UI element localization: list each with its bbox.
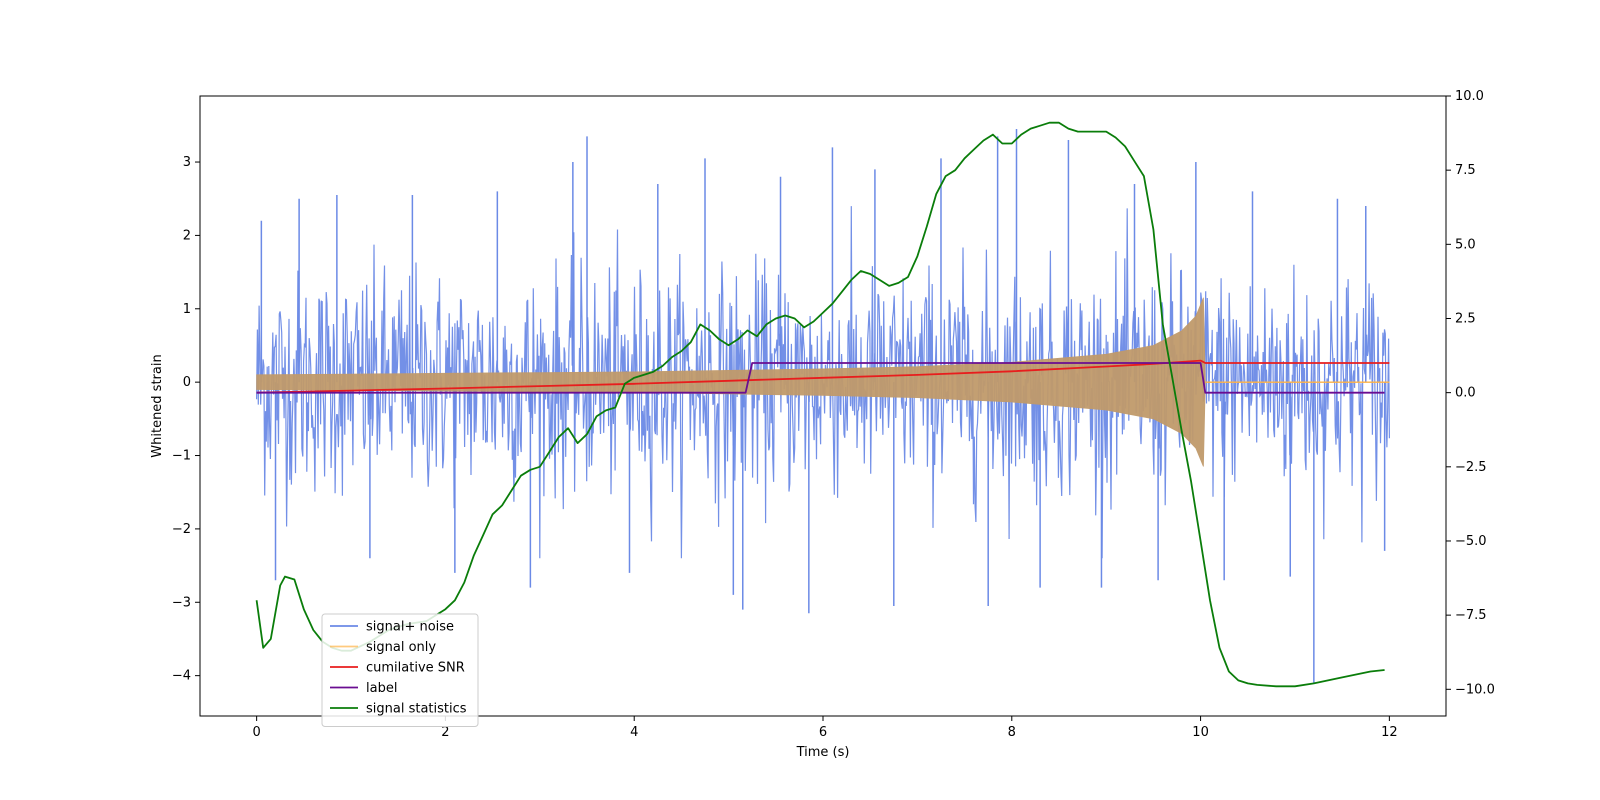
y2-tick-label: −5.0 [1455, 534, 1487, 549]
y2-tick-label: 7.5 [1455, 163, 1476, 178]
legend-label: signal+ noise [366, 620, 454, 635]
y2-tick-label: 0.0 [1455, 386, 1476, 401]
y-tick-label: −3 [172, 595, 191, 610]
y2-tick-label: −2.5 [1455, 460, 1487, 475]
y2-tick-label: −7.5 [1455, 608, 1487, 623]
legend-label: cumilative SNR [366, 661, 465, 676]
y-tick-label: −4 [172, 669, 191, 684]
y2-tick-label: 5.0 [1455, 237, 1476, 252]
x-axis-label: Time (s) [796, 745, 850, 760]
x-tick-label: 12 [1381, 725, 1398, 740]
legend-label: signal only [366, 640, 436, 655]
y-tick-label: 1 [183, 302, 191, 317]
y2-tick-label: 2.5 [1455, 311, 1476, 326]
y-tick-label: 0 [183, 375, 191, 390]
series-label-line [256, 362, 1385, 394]
y-axis-label: Whitened strain [150, 354, 165, 457]
legend-label: signal statistics [366, 702, 467, 717]
series-cumulative-snr-line [256, 359, 1390, 394]
y-tick-label: 3 [183, 155, 191, 170]
x-tick-label: 4 [630, 725, 638, 740]
axes: 0 2 4 6 8 10 12−4−3−2−10123−10.0−7.5−5.0−2.50.… [172, 89, 1495, 740]
legend-label: label [366, 681, 397, 696]
y2-tick-label: 10.0 [1455, 89, 1484, 104]
x-tick-label: 10 [1192, 725, 1209, 740]
y-tick-label: −1 [172, 449, 191, 464]
series-signal-statistics-line [255, 121, 1385, 688]
plot-area [255, 121, 1390, 688]
x-tick-label: 8 [1008, 725, 1016, 740]
y2-tick-label: −10.0 [1455, 682, 1495, 697]
x-tick-label: 0 [252, 725, 260, 740]
legend-box [321, 613, 479, 727]
y-tick-label: 2 [183, 228, 191, 243]
y-tick-label: −2 [172, 522, 191, 537]
x-tick-label: 2 [441, 725, 449, 740]
x-tick-label: 6 [819, 725, 827, 740]
legend: signal+ noise signal only cumilative SNR la… [321, 613, 479, 727]
